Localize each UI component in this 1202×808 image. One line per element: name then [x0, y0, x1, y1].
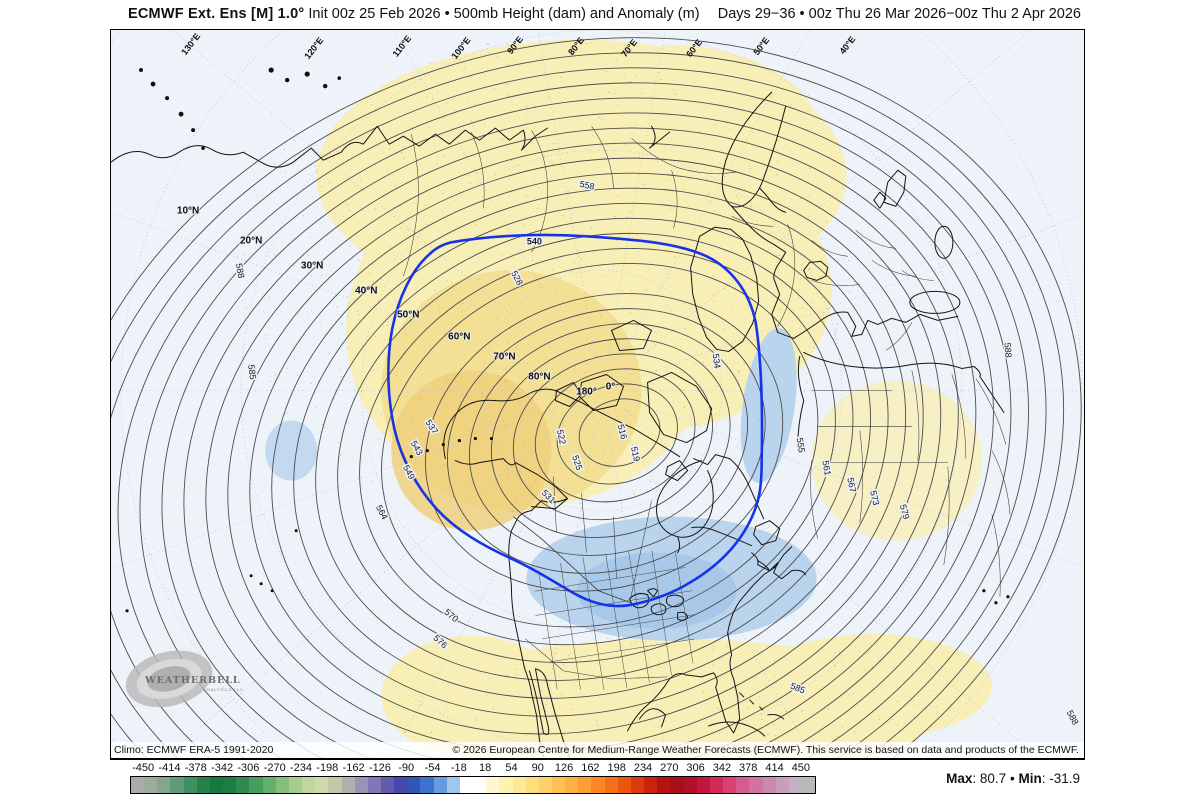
min-value: -31.9 [1049, 771, 1080, 786]
logo-subtext: ANALYTICS LLC [202, 687, 244, 692]
svg-text:40°N: 40°N [355, 285, 377, 296]
weatherbell-logo: WEATHERBELL ANALYTICS LLC [125, 650, 244, 708]
title-bar: ECMWF Ext. Ens [M] 1.0° Init 00z 25 Feb … [110, 0, 1085, 29]
svg-text:519: 519 [629, 446, 642, 463]
weather-map: 5885855645495435375285585225255315165195… [111, 30, 1084, 758]
colorbar [130, 776, 816, 794]
svg-text:540: 540 [527, 236, 542, 246]
map-frame: 588 585 564 549 543 537 528 558 522 525 531 516 519 5… [110, 29, 1085, 760]
small-islands [125, 67, 1010, 613]
anomaly-shading [265, 40, 992, 758]
copyright-note: © 2026 European Centre for Medium-Range … [452, 744, 1079, 756]
colorbar-tick-labels: -450 -414 -378 -342 -306 -270 -234 -198 -162 -126… [132, 762, 811, 774]
coastlines [111, 91, 1005, 758]
map-footer-band: Climo: ECMWF ERA-5 1991-2020 © 2026 Euro… [111, 742, 1084, 758]
title-detail: Init 00z 25 Feb 2026 • 500mb Height (dam… [304, 6, 700, 22]
svg-text:588: 588 [234, 263, 246, 280]
svg-text:555: 555 [795, 437, 807, 453]
contour-value-labels: 5885855645495435375285585225255315165195… [232, 177, 1082, 728]
svg-text:0°: 0° [606, 381, 616, 392]
logo-text: WEATHERBELL [144, 675, 241, 686]
svg-text:588: 588 [1002, 342, 1013, 358]
svg-text:561: 561 [820, 460, 832, 477]
svg-text:10°N: 10°N [177, 205, 199, 216]
svg-text:534: 534 [711, 353, 723, 369]
svg-text:80°N: 80°N [528, 371, 550, 382]
svg-text:70°N: 70°N [493, 351, 515, 362]
climo-note: Climo: ECMWF ERA-5 1991-2020 [114, 744, 274, 756]
svg-text:30°N: 30°N [301, 260, 323, 271]
svg-text:50°N: 50°N [397, 309, 419, 320]
max-min-stats: Max: 80.7 • Min: -31.9 [946, 771, 1080, 786]
model-name: ECMWF Ext. Ens [M] 1.0° [128, 6, 305, 22]
svg-text:20°N: 20°N [240, 235, 262, 246]
svg-text:585: 585 [246, 364, 258, 380]
svg-text:180°: 180° [576, 386, 597, 397]
svg-text:558: 558 [579, 179, 596, 192]
map-title: ECMWF Ext. Ens [M] 1.0° Init 00z 25 Feb … [128, 6, 700, 22]
max-label: Max [946, 771, 973, 786]
svg-text:522: 522 [555, 429, 568, 446]
country-state-borders [403, 125, 1011, 690]
highlight-contour-540 [387, 233, 764, 608]
contour-rings [111, 37, 1082, 758]
max-value: 80.7 [979, 771, 1007, 786]
svg-text:60°N: 60°N [448, 331, 470, 342]
valid-time-range: Days 29−36 • 00z Thu 26 Mar 2026−00z Thu… [715, 6, 1081, 22]
svg-text:567: 567 [845, 477, 858, 494]
stats-separator: • [1009, 771, 1015, 786]
min-label: Min [1018, 771, 1042, 786]
